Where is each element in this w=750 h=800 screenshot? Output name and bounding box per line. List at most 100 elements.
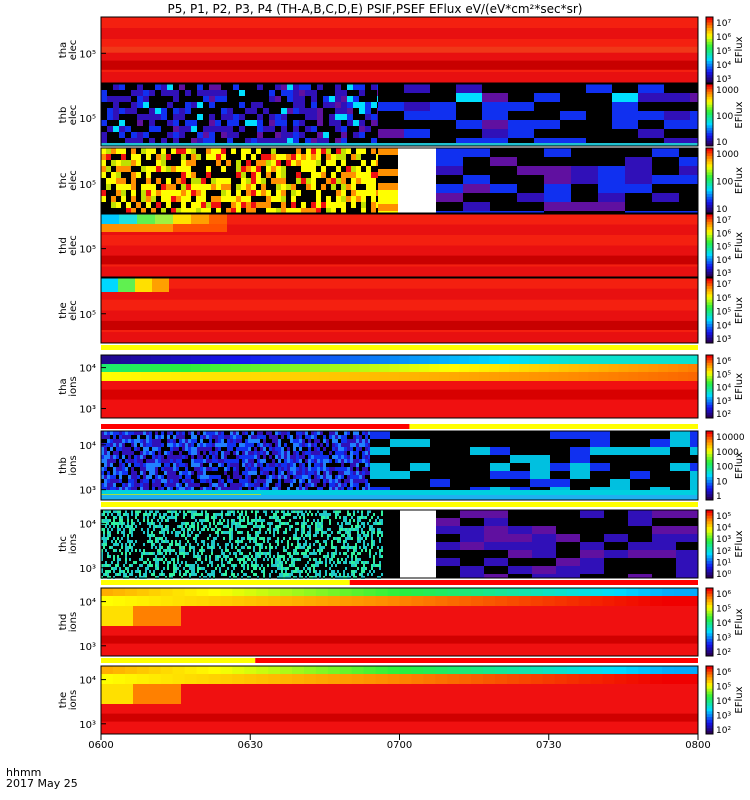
heatmap-cell	[179, 84, 185, 90]
heatmap-cell	[260, 475, 263, 479]
heatmap-cell	[269, 443, 272, 447]
heatmap-cell	[169, 552, 171, 555]
heatmap-cell	[131, 132, 137, 138]
heatmap-cell	[107, 439, 110, 443]
heatmap-cell	[341, 471, 344, 475]
heatmap-cell	[131, 439, 134, 443]
heatmap-cell	[286, 184, 291, 190]
heatmap-cell	[326, 447, 329, 451]
colorbar-tick-label: 10⁵	[716, 47, 731, 57]
heatmap-cell	[194, 443, 197, 447]
colorbar-tick-label: 1000	[716, 86, 739, 96]
heatmap-cell	[650, 447, 670, 455]
heatmap-cell	[167, 459, 170, 463]
heatmap-cell	[311, 160, 316, 166]
heatmap-cell	[245, 510, 247, 513]
heatmap-cell	[378, 155, 398, 162]
heatmap-cell	[341, 96, 347, 102]
heatmap-cell	[241, 513, 243, 516]
heatmap-cell	[213, 537, 215, 540]
colorbar-cell	[706, 50, 713, 54]
heatmap-cell	[101, 278, 698, 289]
heatmap-cell	[253, 549, 255, 552]
heatmap-cell	[194, 475, 197, 479]
heatmap-cell	[341, 546, 343, 549]
heatmap-cell	[245, 138, 251, 144]
heatmap-cell	[542, 596, 556, 606]
colorbar-tick-label: 10³	[716, 535, 731, 545]
heatmap-cell	[359, 439, 362, 443]
heatmap-cell	[194, 435, 197, 439]
heatmap-cell	[281, 483, 284, 487]
heatmap-cell	[140, 471, 143, 475]
heatmap-cell	[251, 471, 254, 475]
heatmap-cell	[131, 84, 137, 90]
heatmap-cell	[213, 546, 215, 549]
heatmap-cell	[335, 573, 337, 576]
heatmap-cell	[143, 114, 149, 120]
heatmap-cell	[125, 96, 131, 102]
heatmap-cell	[242, 447, 245, 451]
colorbar-cell	[706, 175, 713, 179]
colorbar-cell	[706, 227, 713, 231]
heatmap-cell	[211, 184, 216, 190]
colorbar-cell	[706, 232, 713, 236]
heatmap-cell	[185, 479, 188, 483]
heatmap-cell	[287, 479, 290, 483]
heatmap-cell	[302, 439, 305, 443]
heatmap-cell	[263, 487, 266, 491]
colorbar-cell	[706, 125, 713, 129]
heatmap-cell	[410, 479, 430, 487]
heatmap-cell	[289, 528, 291, 531]
heatmap-cell	[166, 148, 171, 154]
heatmap-cell	[571, 148, 598, 157]
colorbar-cell	[706, 245, 713, 249]
heatmap-cell	[107, 451, 110, 455]
heatmap-cell	[341, 102, 347, 108]
heatmap-cell	[266, 160, 271, 166]
heatmap-cell	[246, 202, 251, 208]
heatmap-cell	[297, 567, 299, 570]
heatmap-cell	[371, 528, 373, 531]
heatmap-cell	[263, 439, 266, 443]
heatmap-cell	[231, 564, 233, 567]
heatmap-cell	[196, 148, 201, 154]
heatmap-cell	[245, 96, 251, 102]
heatmap-cell	[179, 451, 182, 455]
heatmap-cell	[117, 531, 119, 534]
heatmap-cell	[101, 447, 104, 451]
colorbar-cell	[706, 122, 713, 126]
colorbar-tick-label: 100	[716, 112, 733, 122]
heatmap-cell	[207, 516, 209, 519]
colorbar-cell	[706, 402, 713, 406]
heatmap-cell	[371, 196, 376, 202]
heatmap-cell	[479, 364, 490, 372]
heatmap-cell	[134, 463, 137, 467]
heatmap-cell	[266, 202, 271, 208]
colorbar-tick-label: 10²	[716, 547, 731, 557]
heatmap-cell	[484, 558, 508, 566]
heatmap-cell	[161, 138, 167, 144]
heatmap-cell	[367, 561, 369, 564]
heatmap-cell	[598, 175, 625, 184]
heatmap-cell	[173, 108, 179, 114]
heatmap-cell	[177, 531, 179, 534]
heatmap-cell	[106, 160, 111, 166]
heatmap-cell	[290, 483, 293, 487]
heatmap-cell	[116, 148, 121, 154]
colorbar-tick-label: 10⁴	[716, 384, 731, 394]
heatmap-cell	[341, 463, 344, 467]
heatmap-cell	[249, 537, 251, 540]
heatmap-cell	[371, 148, 376, 154]
heatmap-cell	[341, 208, 346, 213]
heatmap-cell	[336, 148, 341, 154]
heatmap-cell	[225, 531, 227, 534]
heatmap-cell	[353, 459, 356, 463]
heatmap-cell	[255, 564, 257, 567]
heatmap-cell	[183, 573, 185, 576]
heatmap-cell	[276, 178, 281, 184]
heatmap-cell	[259, 537, 261, 540]
heatmap-cell	[518, 596, 532, 606]
heatmap-cell	[167, 471, 170, 475]
heatmap-cell	[243, 564, 245, 567]
